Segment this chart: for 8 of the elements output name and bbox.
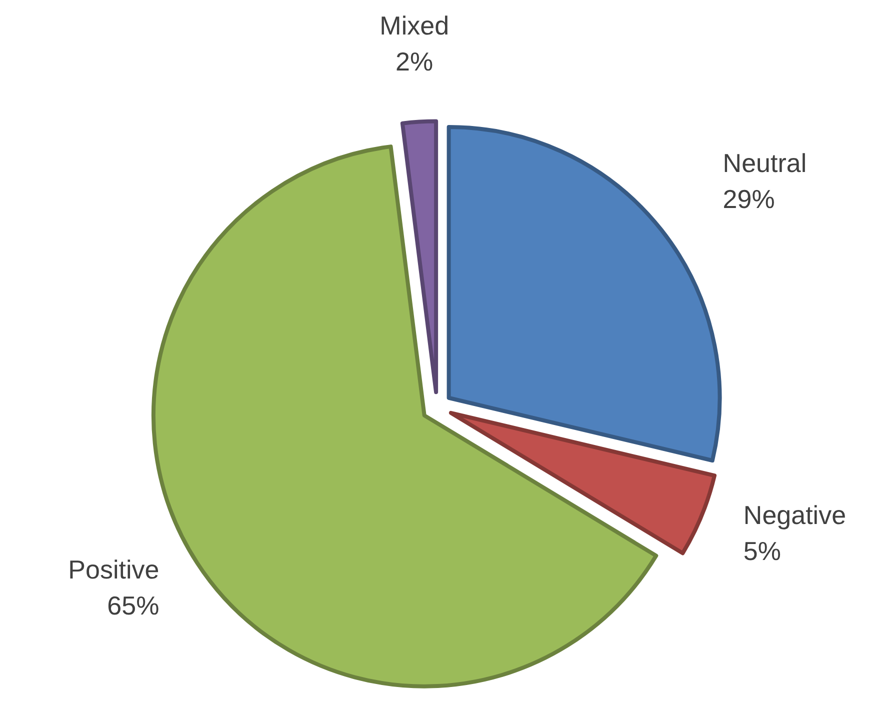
slice-label: Mixed: [380, 10, 450, 40]
slice-label: Neutral: [722, 148, 807, 178]
data-label: 5%: [743, 536, 781, 566]
slice-label: Positive: [68, 554, 160, 585]
data-label: 2%: [396, 46, 434, 76]
slice-label: Negative: [743, 500, 846, 530]
data-label: 65%: [107, 590, 160, 621]
data-label: 29%: [722, 184, 775, 214]
